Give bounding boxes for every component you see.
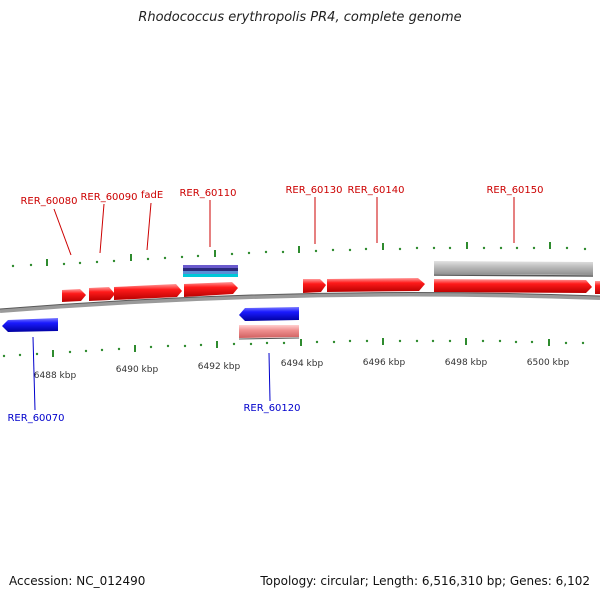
gene-arrow-rer-60120 [239, 307, 299, 321]
gene-label-rer-60110: RER_60110 [179, 188, 236, 199]
reverse-genes [2, 307, 300, 340]
scale-label-6494: 6494 kbp [281, 359, 324, 369]
gene-label-fade: fadE [141, 190, 163, 201]
genome-title: Rhodococcus erythropolis PR4, complete g… [138, 10, 462, 25]
gene-label-rer-60130: RER_60130 [285, 185, 342, 196]
inner-tick-row [2, 338, 585, 358]
gene-arrow-rer-60090 [89, 287, 115, 301]
gene-label-rer-60120: RER_60120 [243, 403, 300, 414]
gene-label-rer-60080: RER_60080 [20, 196, 77, 207]
gene-arrow-rer-60150 [434, 279, 592, 293]
gene-label-rer-60150: RER_60150 [486, 185, 543, 196]
scale-label-6488: 6488 kbp [34, 371, 77, 381]
scale-label-6498: 6498 kbp [445, 358, 488, 368]
accession-text: Accession: NC_012490 [9, 574, 146, 588]
gene-arrow-rer-60140 [327, 278, 425, 292]
gene-label-rer-60140: RER_60140 [347, 185, 404, 196]
scale-label-6492: 6492 kbp [198, 362, 241, 372]
forward-gene-labels: RER_60080 RER_60090 fadE RER_60110 RER_6… [20, 185, 544, 256]
genome-backbone [0, 292, 600, 313]
gene-arrow-rer-60070 [2, 318, 58, 332]
scale-labels: 6488 kbp 6490 kbp 6492 kbp 6494 kbp 6496… [34, 358, 570, 381]
genome-summary-text: Topology: circular; Length: 6,516,310 bp… [260, 574, 590, 588]
gray-feature-band [433, 261, 594, 277]
gene-label-rer-60090: RER_60090 [80, 192, 137, 203]
gene-arrow-rer-60080 [62, 289, 86, 302]
scale-label-6500: 6500 kbp [527, 358, 570, 368]
forward-genes [62, 278, 600, 302]
rer-60110-feature-band [183, 265, 238, 277]
reverse-gene-labels: RER_60070 RER_60120 [7, 336, 301, 424]
gene-label-rer-60070: RER_60070 [7, 413, 64, 424]
gene-arrow-partial [595, 281, 600, 294]
pale-feature-rer-60120 [239, 325, 299, 338]
outer-tick-row [11, 242, 587, 268]
gene-arrow-rer-60110 [184, 282, 238, 297]
gene-arrow-rer-60130 [303, 279, 326, 293]
gene-arrow-fade [114, 284, 182, 300]
scale-label-6490: 6490 kbp [116, 365, 159, 375]
scale-label-6496: 6496 kbp [363, 358, 406, 368]
